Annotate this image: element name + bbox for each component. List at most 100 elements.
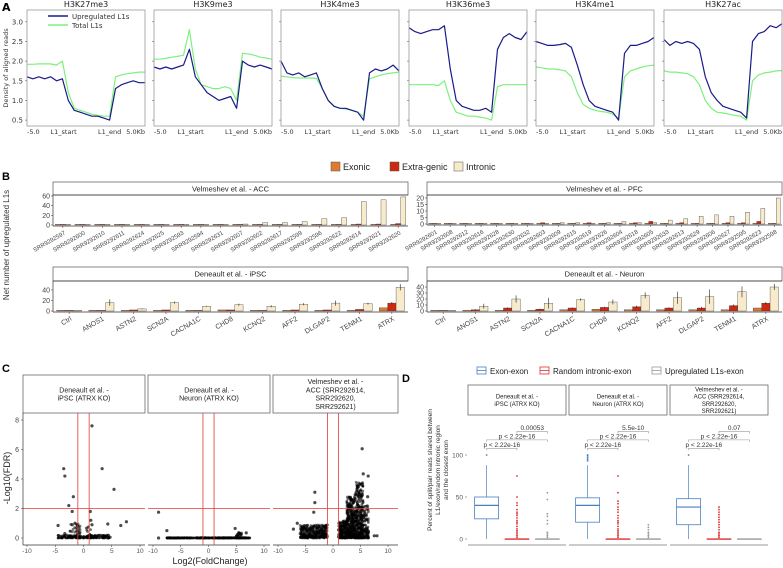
volcano-facet: Deneault et al. - iPSC (ATRX KO) -10 -5 0 5 10 — [22, 374, 146, 555]
extragenic-bar — [322, 309, 332, 312]
category-label: Ctrl — [434, 315, 447, 327]
comparison-bracket — [486, 447, 518, 451]
data-point — [168, 536, 172, 540]
exonic-bar — [314, 310, 324, 312]
extragenic-bar — [602, 223, 607, 225]
x-tick-label: L1_start — [560, 128, 587, 136]
data-point — [353, 526, 357, 530]
upregulated-l1s-line — [153, 48, 273, 109]
data-point — [363, 505, 367, 508]
box — [676, 498, 702, 526]
facet-strip — [568, 384, 668, 416]
extragenic-bar — [129, 309, 139, 312]
intronic-bar — [467, 223, 472, 225]
outlier-point — [617, 511, 619, 514]
outlier-point — [516, 534, 518, 537]
extragenic-bar — [694, 223, 700, 225]
outlier-point — [617, 522, 619, 525]
intronic-bar — [436, 223, 441, 225]
intronic-bar — [447, 310, 456, 312]
intronic-bar — [544, 223, 549, 225]
extragenic-bar — [741, 222, 746, 225]
x-tick-label: -5.0 — [409, 128, 422, 136]
y-tick-label: 5 — [420, 215, 424, 222]
facet-title-line: iPSC (ATRX KO) — [58, 396, 111, 403]
extragenic-bar — [540, 222, 545, 225]
exonic-bar — [559, 309, 569, 312]
legend-label: Extra-genic — [402, 162, 448, 172]
data-point — [244, 536, 248, 540]
intronic-bar — [124, 224, 130, 226]
exonic-bar — [430, 310, 440, 312]
category-label: AFF2 — [655, 316, 673, 331]
data-point — [346, 523, 349, 527]
extragenic-bar — [336, 224, 342, 226]
y-tick-label: 6 — [15, 447, 19, 454]
y-tick-label: 0 — [420, 309, 424, 316]
data-point — [358, 500, 362, 503]
upregulated-l1s-line — [280, 60, 400, 121]
data-point — [364, 517, 368, 520]
exonic-bar — [94, 224, 100, 226]
x-tick-label: L1_start — [51, 128, 78, 136]
data-point — [321, 529, 324, 533]
data-point — [343, 536, 346, 540]
data-point — [366, 531, 370, 535]
x-tick-label: -5.0 — [536, 128, 549, 136]
facet-strip — [22, 374, 146, 414]
outlier-point — [546, 498, 549, 501]
comparison-bracket — [587, 447, 619, 451]
intronic-bar — [529, 223, 534, 225]
intronic-bar — [282, 222, 288, 226]
outlier-point — [516, 514, 518, 517]
data-point — [210, 536, 214, 540]
p-value-label: 5.5e-10 — [622, 425, 644, 432]
legend-swatch-exonic — [330, 161, 341, 172]
category-label: ANOS1 — [81, 316, 105, 334]
outlier-point — [718, 506, 720, 508]
panel-c: C Deneault et al. - iPSC (ATRX KO) -10 -5 0 5 1… — [2, 363, 399, 566]
data-point — [100, 467, 104, 471]
profile-plot-H3K4me3: H3K4me3 -5.0 L1_start L1_end 5.0Kb — [279, 0, 400, 136]
y-tick-label: 40 — [42, 203, 50, 210]
outlier-point — [718, 533, 720, 535]
extragenic-bar — [438, 310, 448, 312]
extragenic-bar — [772, 223, 777, 225]
y-tick-label: 2.5 — [12, 38, 23, 46]
category-label: KCNQ2 — [616, 316, 640, 334]
category-label: KCNQ2 — [242, 316, 266, 334]
data-point — [90, 523, 94, 527]
extragenic-bar — [432, 223, 437, 225]
data-point — [199, 536, 203, 540]
data-point — [73, 526, 77, 529]
y-tick-label: 60 — [42, 193, 50, 200]
intronic-bar — [668, 219, 673, 225]
x-tick-label: -5.0 — [664, 128, 677, 136]
outlier-point — [516, 533, 518, 535]
data-point — [300, 529, 304, 532]
exonic-bar — [370, 224, 377, 226]
data-point — [203, 536, 207, 540]
data-point — [70, 523, 74, 527]
data-point — [346, 535, 350, 539]
exonic-bar — [350, 224, 357, 226]
facet-title-line: Velmeshev et al. - — [308, 379, 364, 386]
legend-swatch-extra-genic — [389, 161, 400, 172]
data-point — [340, 536, 344, 540]
x-tick-label: 5 — [110, 548, 114, 555]
facet-title-line: ACC (SRR292614, — [694, 395, 745, 401]
x-tick-label: -10 — [273, 548, 283, 555]
data-point — [217, 536, 221, 540]
y-axis-label: Net number of upregulated L1s — [2, 190, 11, 300]
intronic-bar — [776, 197, 781, 225]
outlier-point — [516, 501, 518, 504]
data-point — [366, 528, 370, 532]
outlier-point — [546, 534, 549, 537]
bar-facet: Velmeshev et al. - PFC05101520SRR9292601… — [405, 181, 783, 253]
x-tick-label: 10 — [260, 548, 268, 555]
outlier-point — [617, 506, 619, 508]
data-point — [73, 521, 77, 525]
data-point — [313, 501, 317, 505]
exonic-bar — [768, 223, 773, 225]
